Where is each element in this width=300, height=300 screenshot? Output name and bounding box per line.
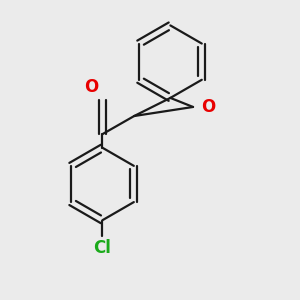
Text: O: O — [201, 98, 215, 116]
Text: Cl: Cl — [94, 239, 111, 257]
Text: O: O — [84, 78, 98, 96]
